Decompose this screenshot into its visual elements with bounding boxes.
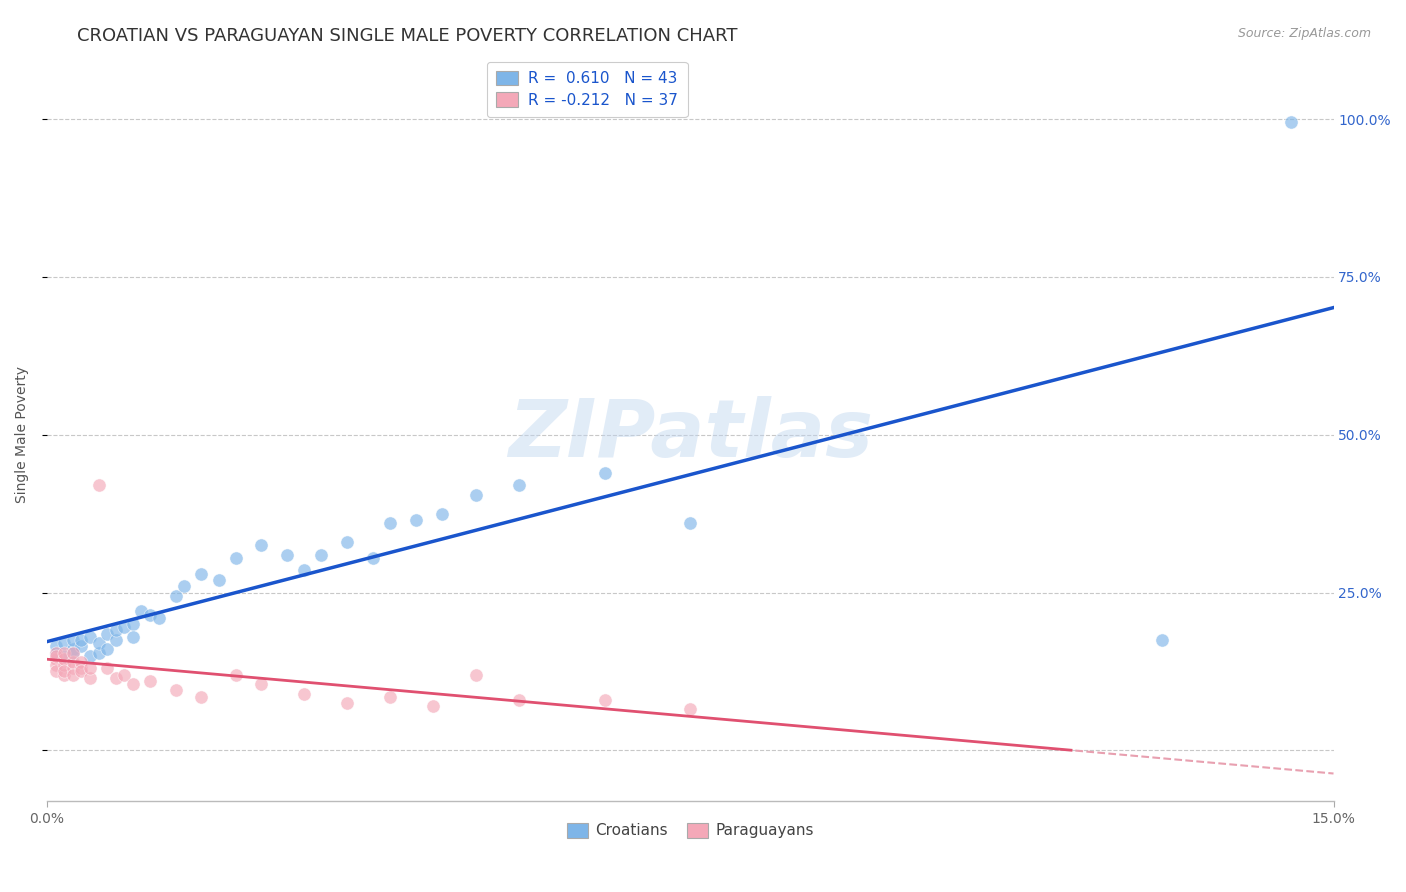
Point [190,690,212,704]
Point [1279,115,1302,129]
Point [62,646,84,660]
Point [53,636,76,650]
Y-axis label: Single Male Poverty: Single Male Poverty [15,367,30,503]
Point [62,632,84,647]
Point [53,667,76,681]
Point [121,630,143,644]
Point [96,661,118,675]
Text: ZIPatlas: ZIPatlas [508,396,873,474]
Point [62,642,84,657]
Point [70,655,93,669]
Point [131,605,153,619]
Point [53,665,76,679]
Point [62,667,84,681]
Point [62,661,84,675]
Point [70,661,93,675]
Point [336,535,359,549]
Point [292,564,315,578]
Point [679,516,702,530]
Point [96,642,118,657]
Point [70,639,93,653]
Point [378,516,401,530]
Point [62,655,84,669]
Point [336,696,359,710]
Point [139,607,162,622]
Point [225,667,247,681]
Point [45,665,67,679]
Point [87,636,110,650]
Point [45,648,67,663]
Point [250,538,273,552]
Point [104,632,127,647]
Point [165,589,187,603]
Point [422,699,444,714]
Point [121,677,143,691]
Point [464,667,486,681]
Point [121,617,143,632]
Point [53,648,76,663]
Point [96,626,118,640]
Text: CROATIAN VS PARAGUAYAN SINGLE MALE POVERTY CORRELATION CHART: CROATIAN VS PARAGUAYAN SINGLE MALE POVER… [77,27,738,45]
Point [173,579,195,593]
Point [225,550,247,565]
Point [508,478,530,492]
Point [87,478,110,492]
Point [430,507,453,521]
Point [104,624,127,638]
Point [79,671,101,685]
Point [1150,632,1173,647]
Point [45,639,67,653]
Point [679,702,702,716]
Point [292,687,315,701]
Point [593,466,616,480]
Point [148,611,170,625]
Point [378,690,401,704]
Point [112,620,135,634]
Point [53,658,76,673]
Point [250,677,273,691]
Point [62,646,84,660]
Legend: Croatians, Paraguayans: Croatians, Paraguayans [561,817,820,845]
Point [112,667,135,681]
Point [53,646,76,660]
Point [276,548,298,562]
Point [53,652,76,666]
Point [45,646,67,660]
Point [361,550,384,565]
Point [104,671,127,685]
Point [190,566,212,581]
Point [79,630,101,644]
Point [139,673,162,688]
Point [45,652,67,666]
Point [165,683,187,698]
Point [70,632,93,647]
Point [593,693,616,707]
Point [79,648,101,663]
Point [79,661,101,675]
Text: Source: ZipAtlas.com: Source: ZipAtlas.com [1237,27,1371,40]
Point [70,665,93,679]
Point [45,658,67,673]
Point [207,573,229,587]
Point [87,646,110,660]
Point [508,693,530,707]
Point [464,488,486,502]
Point [311,548,333,562]
Point [405,513,427,527]
Point [45,646,67,660]
